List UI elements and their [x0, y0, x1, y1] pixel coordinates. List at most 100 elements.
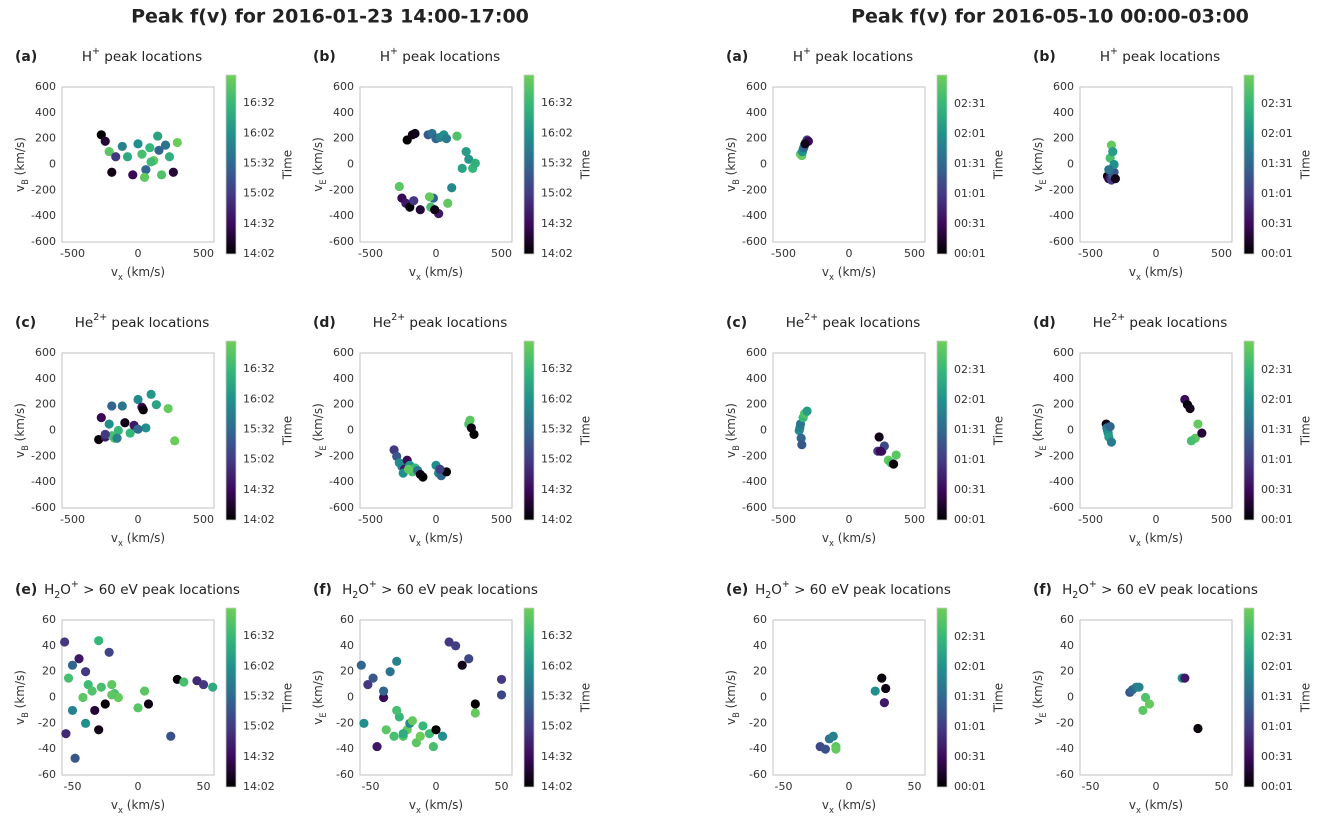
subplot-title: H+ peak locations	[793, 46, 913, 65]
text-part: (km/s)	[1031, 403, 1045, 445]
colorbar-label: Time	[1299, 416, 1313, 446]
colorbar-tick-label: 14:32	[243, 750, 275, 763]
point	[139, 172, 150, 183]
y-tick-label: 60	[340, 613, 354, 626]
colorbar	[936, 340, 948, 521]
point	[1193, 419, 1203, 429]
y-tick-label: 200	[333, 132, 354, 145]
y-tick-label: 40	[340, 639, 354, 652]
subplot-title: He2+ peak locations	[786, 312, 921, 331]
point	[145, 143, 155, 153]
point	[363, 679, 373, 690]
colorbar-tick-label: 02:31	[954, 363, 986, 376]
colorbar-tick-label: 00:01	[954, 513, 986, 526]
point	[133, 394, 143, 405]
colorbar-tick-label: 01:31	[1261, 423, 1293, 436]
y-tick-label: 0	[49, 158, 56, 171]
point	[1144, 699, 1155, 709]
y-tick-label: 400	[35, 372, 56, 385]
y-tick-label: -60	[38, 768, 56, 781]
y-tick-label: 600	[746, 346, 767, 359]
y-axis-label: vE (km/s)	[1031, 670, 1048, 725]
point	[879, 698, 889, 708]
text-part: v	[13, 185, 27, 192]
point	[496, 674, 507, 685]
y-tick-label: -200	[329, 183, 354, 196]
colorbar-tick-label: 14:32	[243, 217, 275, 230]
plot-area	[772, 619, 926, 776]
x-tick-label: 0	[1153, 780, 1160, 793]
point	[359, 718, 369, 728]
text-part: v	[409, 798, 416, 812]
point	[133, 424, 143, 434]
point	[141, 165, 151, 175]
y-tick-label: -20	[336, 716, 354, 729]
x-axis-label: vx (km/s)	[1129, 798, 1183, 815]
point	[496, 690, 507, 700]
text-part: B	[731, 179, 741, 185]
y-tick-label: -400	[329, 209, 354, 222]
colorbar-label: Time	[281, 150, 295, 180]
subplot-title: H2O+ > 60 eV peak locations	[755, 579, 951, 601]
point	[94, 636, 104, 646]
point	[378, 686, 389, 696]
text-part: peak locations	[818, 315, 920, 331]
text-part: v	[13, 451, 27, 458]
point	[133, 703, 143, 713]
point	[470, 158, 480, 168]
y-tick-label: -200	[1049, 183, 1074, 196]
point	[1185, 403, 1195, 414]
y-tick-label: -600	[31, 235, 56, 248]
text-part: x	[1136, 538, 1141, 548]
text-part: x	[416, 805, 421, 815]
y-axis-label: vE (km/s)	[1031, 403, 1048, 458]
colorbar	[523, 74, 535, 255]
point	[424, 192, 435, 202]
panel-label: (b)	[313, 49, 336, 65]
colorbar-tick-label: 02:31	[1261, 630, 1293, 643]
x-tick-label: -500	[1078, 513, 1103, 526]
point	[141, 423, 151, 433]
text-part: (km/s)	[311, 670, 325, 712]
point	[368, 673, 378, 683]
point	[117, 401, 127, 411]
text-part: H	[793, 49, 803, 65]
point	[168, 167, 178, 177]
point	[160, 140, 171, 150]
y-axis-label: vB (km/s)	[724, 670, 741, 725]
y-tick-label: -200	[31, 183, 56, 196]
x-tick-label: -500	[60, 247, 85, 260]
point	[96, 412, 106, 423]
point	[146, 157, 156, 167]
x-axis-label: vx (km/s)	[111, 531, 165, 548]
y-tick-label: -60	[1056, 768, 1074, 781]
point	[443, 198, 453, 208]
y-tick-label: 200	[1053, 398, 1074, 411]
x-axis-label: vx (km/s)	[1129, 265, 1183, 282]
text-part: (km/s)	[834, 798, 876, 812]
colorbar-tick-label: 02:31	[1261, 363, 1293, 376]
y-tick-label: 200	[35, 132, 56, 145]
y-tick-label: -60	[336, 768, 354, 781]
text-part: (km/s)	[421, 531, 463, 545]
x-tick-label: 0	[846, 780, 853, 793]
point	[891, 450, 901, 460]
point	[63, 673, 74, 683]
plot-area	[359, 86, 513, 243]
point	[877, 673, 887, 683]
colorbar-tick-label: 02:31	[954, 630, 986, 643]
colorbar-tick-label: 00:01	[954, 780, 986, 793]
x-tick-label: -50	[774, 780, 792, 793]
point	[874, 432, 884, 442]
point	[381, 725, 391, 735]
y-tick-label: -20	[749, 716, 767, 729]
colorbar-tick-label: 00:01	[1261, 513, 1293, 526]
y-tick-label: -600	[742, 235, 767, 248]
point	[800, 139, 810, 149]
colorbar-tick-label: 16:02	[541, 392, 573, 405]
figure-title: Peak f(v) for 2016-05-10 00:00-03:00	[851, 6, 1249, 28]
y-tick-label: -200	[742, 449, 767, 462]
text-part: H	[82, 49, 92, 65]
colorbar-tick-label: 01:01	[954, 187, 986, 200]
y-tick-label: 200	[746, 398, 767, 411]
